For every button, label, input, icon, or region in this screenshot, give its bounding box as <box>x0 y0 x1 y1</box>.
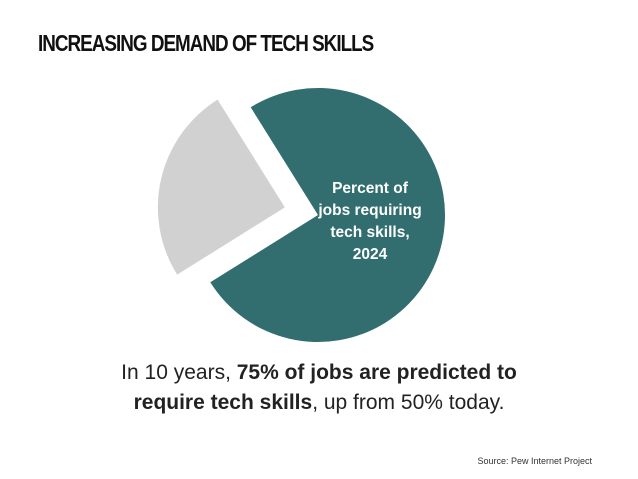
chart-title: INCREASING DEMAND OF TECH SKILLS <box>38 30 374 56</box>
pie-slice <box>210 88 445 343</box>
caption-highlight: 75% of jobs are predicted to require tec… <box>133 361 517 414</box>
caption-text: In 10 years, <box>121 361 237 384</box>
source: Source: Pew Internet Project <box>477 456 592 466</box>
caption: In 10 years, 75% of jobs are predicted t… <box>95 358 543 418</box>
slice-label: Percent of jobs requiring tech skills, 2… <box>318 180 422 263</box>
pie-slice <box>157 99 285 275</box>
caption-text: , up from 50% today. <box>312 391 505 414</box>
